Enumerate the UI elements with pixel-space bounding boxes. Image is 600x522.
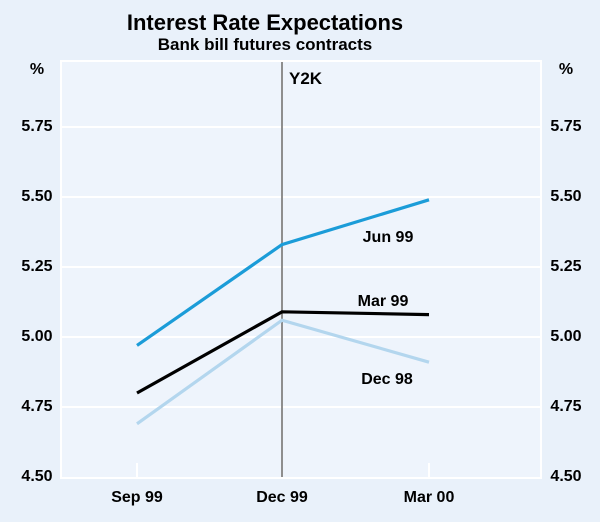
series-label-jun-99: Jun 99 bbox=[362, 229, 414, 246]
series-line-dec-98 bbox=[136, 318, 430, 426]
plot-canvas bbox=[62, 62, 540, 477]
y-tick-left-4.75: 4.75 bbox=[21, 398, 53, 415]
y-tick-right-5.75: 5.75 bbox=[550, 118, 582, 135]
y-tick-right-5.25: 5.25 bbox=[550, 258, 582, 275]
x-tick-label-mar-00: Mar 00 bbox=[403, 489, 455, 506]
y-tick-left-5.00: 5.00 bbox=[21, 328, 53, 345]
y-tick-left-4.50: 4.50 bbox=[21, 468, 53, 485]
y-tick-left-5.25: 5.25 bbox=[21, 258, 53, 275]
plot-area bbox=[60, 60, 542, 479]
chart-header: Interest Rate Expectations Bank bill fut… bbox=[0, 10, 530, 55]
y-tick-right-5.50: 5.50 bbox=[550, 188, 582, 205]
y-tick-right-4.75: 4.75 bbox=[550, 398, 582, 415]
chart-subtitle: Bank bill futures contracts bbox=[157, 35, 373, 54]
series-label-mar-99: Mar 99 bbox=[357, 293, 409, 310]
y-tick-left-5.75: 5.75 bbox=[21, 118, 53, 135]
chart-title: Interest Rate Expectations bbox=[126, 10, 404, 35]
x-tick-label-dec-99: Dec 99 bbox=[256, 489, 308, 506]
x-tick-label-sep-99: Sep 99 bbox=[111, 489, 163, 506]
y-tick-right-4.50: 4.50 bbox=[550, 468, 582, 485]
series-line-mar-99 bbox=[136, 310, 430, 395]
series-line-jun-99 bbox=[136, 198, 430, 347]
y-axis-unit-left: % bbox=[29, 61, 45, 78]
y-tick-right-5.00: 5.00 bbox=[550, 328, 582, 345]
y-axis-unit-right: % bbox=[558, 61, 574, 78]
series-label-dec-98: Dec 98 bbox=[361, 371, 413, 388]
y-tick-left-5.50: 5.50 bbox=[21, 188, 53, 205]
y2k-annotation-label: Y2K bbox=[289, 69, 323, 88]
